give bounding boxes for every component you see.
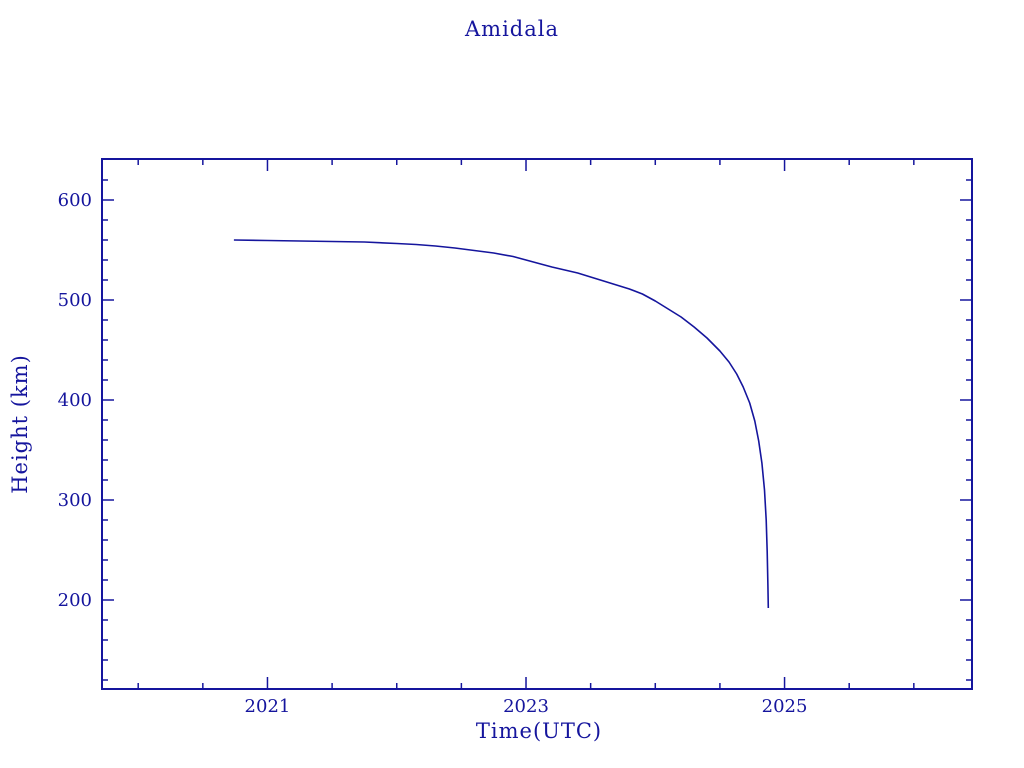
x-tick-label: 2023 xyxy=(503,696,549,717)
x-axis-title: Time(UTC) xyxy=(475,719,603,743)
y-tick-label: 300 xyxy=(58,490,92,511)
y-tick-label: 400 xyxy=(58,390,92,411)
height-curve xyxy=(233,239,770,609)
chart-title: Amidala xyxy=(465,17,559,41)
plot-frame xyxy=(101,158,973,690)
y-tick-label: 200 xyxy=(58,590,92,611)
y-tick-label: 500 xyxy=(58,290,92,311)
x-tick-label: 2021 xyxy=(245,696,291,717)
y-tick-label: 600 xyxy=(58,190,92,211)
x-tick-label: 2025 xyxy=(762,696,808,717)
